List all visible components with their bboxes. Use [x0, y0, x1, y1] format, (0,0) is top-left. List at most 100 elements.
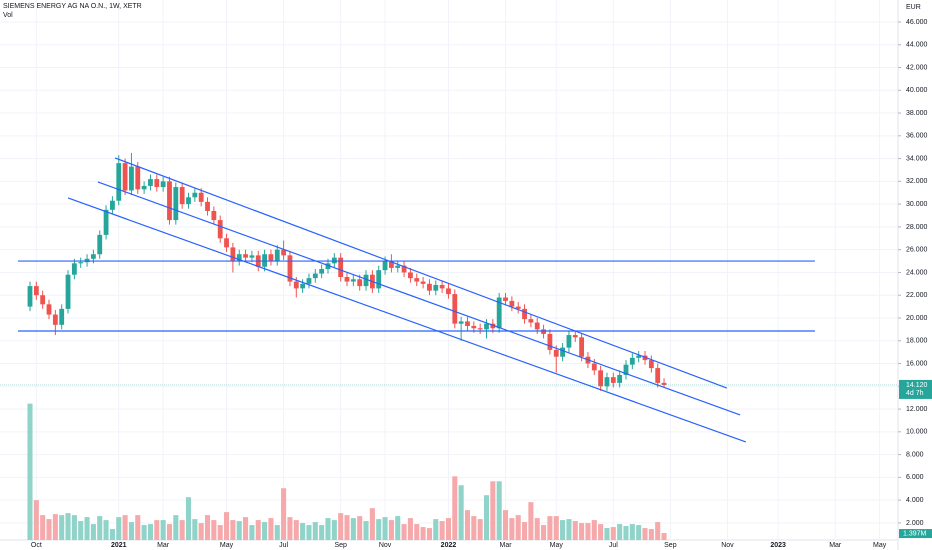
x-tick-label: May [220, 542, 234, 549]
candle-body [509, 300, 515, 307]
candle-body [243, 254, 248, 258]
candle-body [338, 257, 344, 278]
volume-bar [655, 522, 661, 540]
candle-body [598, 370, 604, 387]
volume-bar [572, 521, 578, 540]
volume-bar [249, 525, 255, 540]
volume-bar [46, 519, 52, 540]
y-tick-label: 24.000 [906, 269, 928, 276]
volume-bar [293, 520, 299, 540]
candle-body [395, 265, 401, 268]
candle-body [224, 238, 229, 248]
volume-bar [185, 497, 192, 540]
x-tick-label: Jul [609, 542, 618, 549]
y-tick-label: 18.000 [906, 338, 928, 345]
volume-bar [173, 515, 179, 540]
candle-body [610, 377, 616, 383]
y-tick-label: 28.000 [906, 224, 928, 231]
volume-bar [154, 520, 160, 540]
volume-bar [376, 519, 382, 540]
candle-body [427, 283, 432, 291]
volume-bar [274, 525, 280, 540]
volume-bar [420, 527, 426, 540]
currency-label: EUR [906, 4, 921, 11]
x-tick-label: Mar [829, 542, 842, 549]
candle-body [490, 323, 496, 329]
volume-bar [179, 520, 185, 540]
candle-body [148, 179, 153, 186]
volume-bar [579, 523, 585, 540]
volume-bar [502, 510, 509, 540]
candle-body [477, 328, 483, 330]
x-tick-label: Mar [499, 542, 512, 549]
candle-body [433, 284, 439, 291]
price-label-box [899, 379, 932, 399]
y-tick-label: 40.000 [906, 87, 928, 94]
volume-bar [566, 519, 572, 540]
x-tick-label: Sep [334, 542, 347, 549]
volume-bar [255, 520, 261, 540]
volume-bar [604, 528, 610, 540]
y-tick-label: 46.000 [906, 19, 928, 26]
volume-bar [230, 520, 236, 540]
y-tick-label: 12.000 [906, 406, 928, 413]
candle-body [97, 234, 103, 255]
candle-body [623, 364, 629, 375]
volume-bar [344, 515, 350, 540]
candle-body [350, 279, 356, 282]
volume-bar [109, 529, 115, 540]
volume-bar [211, 520, 217, 540]
y-tick-label: 22.000 [906, 292, 928, 299]
volume-bar [319, 525, 325, 540]
candle-body [103, 209, 109, 235]
volume-bar [553, 516, 559, 540]
candle-body [579, 337, 585, 357]
candle-body [59, 308, 65, 325]
volume-bar [262, 522, 268, 540]
candle-body [452, 294, 458, 324]
candle-body [515, 306, 521, 309]
volume-bar [642, 528, 648, 540]
volume-bar [281, 488, 287, 540]
volume-bar [331, 520, 337, 540]
volume-bar [224, 512, 230, 540]
candle-body [414, 278, 420, 282]
volume-bar [648, 529, 654, 540]
x-tick-label: 2023 [770, 542, 786, 549]
volume-bar [97, 516, 103, 540]
countdown-label: 4d 7h [906, 390, 924, 397]
volume-bar [65, 513, 71, 540]
candle-body [27, 286, 33, 307]
volume-bar [217, 525, 223, 540]
candle-body [591, 363, 597, 371]
volume-bar [33, 500, 39, 540]
volume-bar [464, 510, 471, 540]
trend-line [97, 181, 741, 416]
candle-body [211, 210, 217, 221]
volume-bar [407, 518, 413, 540]
candle-body [553, 349, 559, 357]
candle-body [357, 279, 363, 287]
volume-label: 1.397M [903, 530, 927, 537]
candle-body [52, 314, 58, 325]
volume-bar [287, 517, 293, 540]
volume-bar [338, 513, 344, 540]
volume-bar [27, 403, 33, 540]
candle-body [617, 374, 623, 383]
candle-body [648, 360, 654, 369]
candle-body [65, 274, 71, 309]
volume-bar [350, 518, 356, 540]
legend: SIEMENS ENERGY AG NA O.N., 1W, XETR Vol [3, 2, 142, 20]
candle-body [90, 254, 96, 259]
candle-body [446, 288, 451, 295]
volume-bar [166, 524, 173, 540]
volume-bar [433, 519, 439, 540]
volume-bar [439, 521, 445, 540]
candle-body [344, 277, 350, 282]
volume-bar [236, 521, 242, 540]
volume-bar [40, 515, 46, 540]
candle-body [458, 321, 464, 324]
candle-body [306, 278, 312, 284]
volume-bar [369, 508, 375, 540]
candle-body [636, 355, 642, 358]
